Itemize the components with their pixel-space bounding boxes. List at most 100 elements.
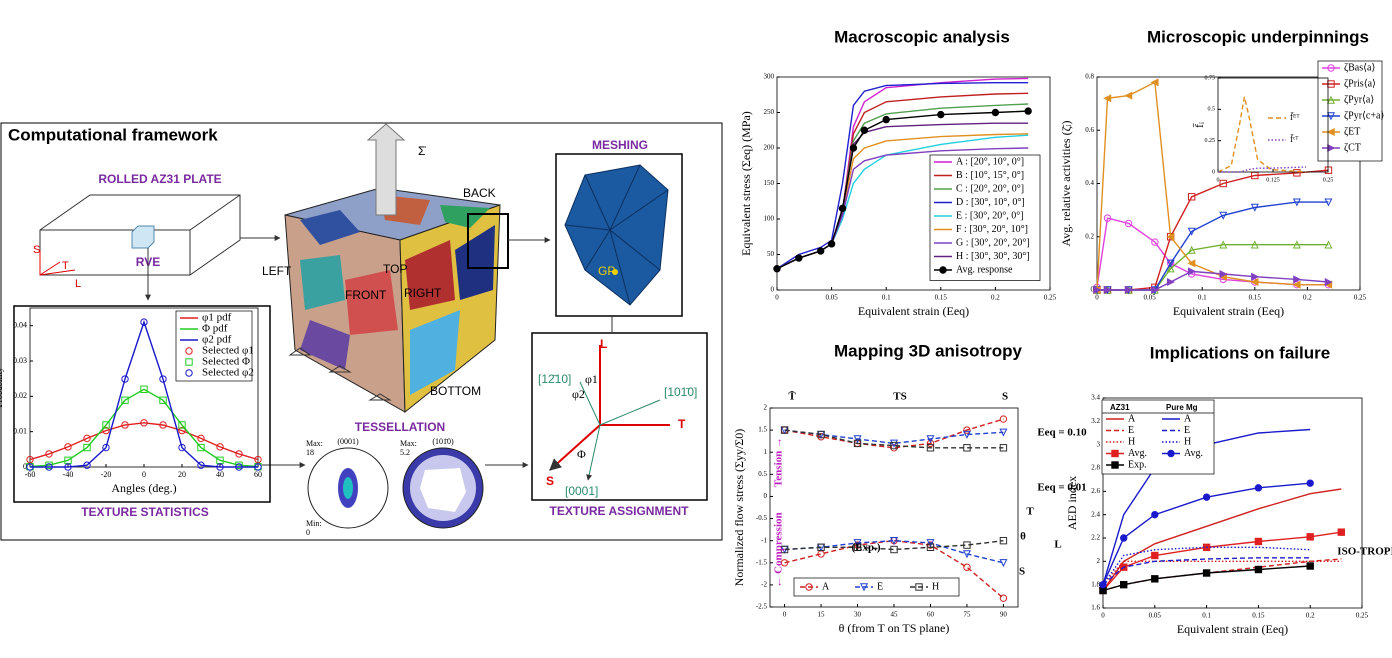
y-tick-label: 300 (764, 73, 775, 81)
y-axis-label: Probability (0, 367, 4, 407)
pole-density (343, 477, 353, 499)
series-line (1102, 488, 1342, 591)
series-line (784, 540, 1004, 551)
point (1337, 528, 1345, 536)
point (816, 247, 825, 255)
y-tick-label: 1 (764, 448, 768, 456)
point (853, 435, 862, 444)
point (159, 375, 167, 383)
pole-plane: (101̄0) (432, 437, 454, 446)
point (1293, 275, 1302, 284)
point (962, 430, 971, 439)
a-l: L (600, 337, 607, 351)
x-tick-label: 75 (963, 611, 971, 619)
stats-label: TEXTURE STATISTICS (81, 505, 209, 519)
face-back: BACK (463, 186, 496, 200)
point (45, 450, 53, 458)
point (937, 110, 945, 119)
point (1250, 203, 1259, 212)
point (1150, 78, 1159, 87)
annotation: ISO-TROPIC (1337, 546, 1392, 558)
y-tick-label: 0 (771, 286, 775, 294)
y-tick-label: 1.8 (1091, 580, 1100, 588)
series-line (784, 418, 1004, 449)
y-tick-label: 2.2 (1091, 534, 1100, 542)
y-tick-label: 0.4 (1085, 179, 1094, 187)
series-line (784, 429, 1004, 449)
legend-label: H (1184, 436, 1191, 447)
legend-label: A (1184, 413, 1192, 424)
point (999, 594, 1008, 602)
assignment-label: TEXTURE ASSIGNMENT (550, 504, 690, 518)
point (1120, 580, 1128, 589)
series-line (1102, 546, 1311, 586)
point (1166, 278, 1175, 287)
y-tick-label: 2.6 (1091, 487, 1100, 495)
point (1324, 166, 1333, 174)
x-tick-label: 40 (216, 470, 224, 479)
grain (345, 270, 398, 335)
point (197, 443, 205, 452)
x-tick-label: 0.2 (1306, 612, 1315, 620)
y-tick-label: 0.5 (1208, 107, 1216, 113)
point (1103, 285, 1112, 295)
point (999, 559, 1008, 568)
y-tick-label: 0 (23, 462, 27, 471)
mesh-box (555, 153, 683, 317)
point (853, 539, 862, 548)
point (853, 439, 862, 448)
x-tick-label: 0.1 (1202, 612, 1211, 620)
series-line (1102, 482, 1311, 585)
annotation: (Exp.) (851, 542, 880, 554)
point (817, 430, 825, 439)
point (991, 108, 1000, 117)
axis-s: S (33, 244, 40, 256)
face-right: RIGHT (404, 286, 442, 300)
face-top: TOP (383, 262, 407, 276)
point (1324, 198, 1333, 207)
legend-label: ζPris⟨a⟩ (1344, 78, 1376, 89)
point (1306, 562, 1314, 570)
point (849, 144, 858, 152)
point (1306, 479, 1314, 487)
legend-marker (185, 347, 193, 355)
point (1103, 94, 1112, 103)
grain (455, 225, 495, 300)
point (773, 265, 781, 273)
series-line (29, 422, 259, 461)
x-tick-label: 0.2 (991, 294, 1000, 302)
x-tick-label: 0.1 (882, 294, 891, 302)
assignment-box (531, 332, 708, 501)
chart: Implications on failure 1.6 1.8 2 2.2 2.4 2.6 2… (1065, 343, 1392, 635)
point (1292, 280, 1301, 289)
plate-axes (39, 250, 76, 276)
point (1187, 227, 1196, 236)
legend-label: Avg. response (956, 264, 1013, 275)
legend-label: Avg. (1184, 448, 1203, 459)
y-tick-label: 2.4 (1091, 510, 1100, 518)
point (26, 455, 34, 464)
grain (300, 320, 350, 370)
y-tick-label: -2 (761, 580, 767, 588)
pole-min: 0 (306, 528, 310, 537)
chart-title: Mapping 3D anisotropy (834, 341, 1023, 360)
a-s: S (546, 474, 554, 488)
grain (300, 210, 360, 245)
point (102, 426, 110, 435)
point (1099, 580, 1107, 589)
point (1187, 245, 1196, 254)
legend-label: Φ pdf (202, 323, 228, 335)
x-tick-label: 0 (783, 611, 787, 619)
point (1124, 219, 1133, 228)
gp-point (612, 269, 618, 275)
legend-label: ζBas⟨a⟩ (1344, 62, 1375, 73)
x-tick-label: 60 (254, 470, 262, 479)
x-tick-label: 0.05 (1143, 294, 1156, 302)
y-tick-label: 0 (1212, 169, 1215, 175)
x-tick-label: 60 (927, 611, 935, 619)
y-tick-label: 1.6 (1091, 604, 1100, 612)
grain (405, 240, 455, 310)
point (140, 385, 148, 393)
y-tick-label: 250 (764, 108, 775, 116)
